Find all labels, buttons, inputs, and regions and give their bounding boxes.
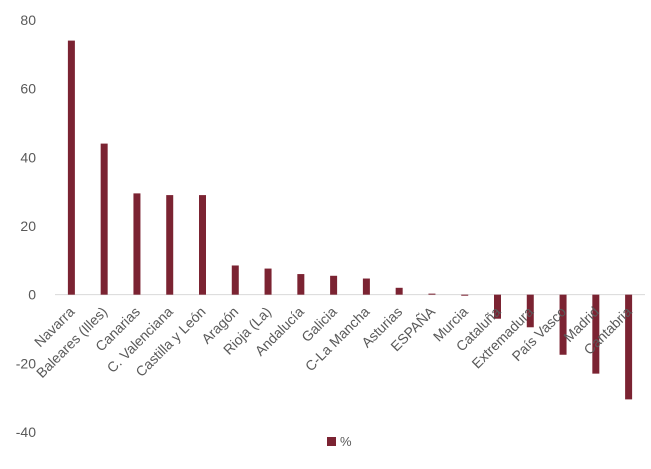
y-tick-label: 80 bbox=[20, 12, 36, 28]
y-tick-label: 0 bbox=[28, 287, 36, 303]
bar bbox=[264, 268, 272, 295]
y-tick-label: 20 bbox=[20, 218, 36, 234]
y-tick-label: 60 bbox=[20, 81, 36, 97]
legend-swatch bbox=[327, 437, 336, 446]
bar bbox=[625, 294, 633, 400]
legend: % bbox=[327, 434, 352, 449]
y-tick-label: 40 bbox=[20, 149, 36, 165]
bar bbox=[559, 294, 567, 355]
bar bbox=[526, 294, 534, 328]
legend-label: % bbox=[340, 434, 352, 449]
bars bbox=[67, 40, 633, 400]
bar bbox=[494, 294, 501, 319]
bar bbox=[428, 293, 436, 295]
y-tick-label: -40 bbox=[16, 424, 36, 440]
bar bbox=[67, 40, 75, 295]
bar bbox=[133, 193, 141, 295]
bar bbox=[592, 294, 600, 374]
bar bbox=[362, 278, 370, 295]
bar bbox=[330, 275, 338, 295]
y-tick-labels: 80 60 40 20 0 -20 -40 bbox=[16, 12, 36, 440]
bar bbox=[231, 265, 239, 295]
y-tick-label: -20 bbox=[16, 355, 36, 371]
bar bbox=[199, 195, 206, 295]
bar bbox=[100, 143, 108, 295]
bar bbox=[166, 195, 174, 295]
bar bbox=[461, 294, 469, 296]
bar bbox=[395, 287, 403, 295]
bar bbox=[297, 274, 305, 295]
